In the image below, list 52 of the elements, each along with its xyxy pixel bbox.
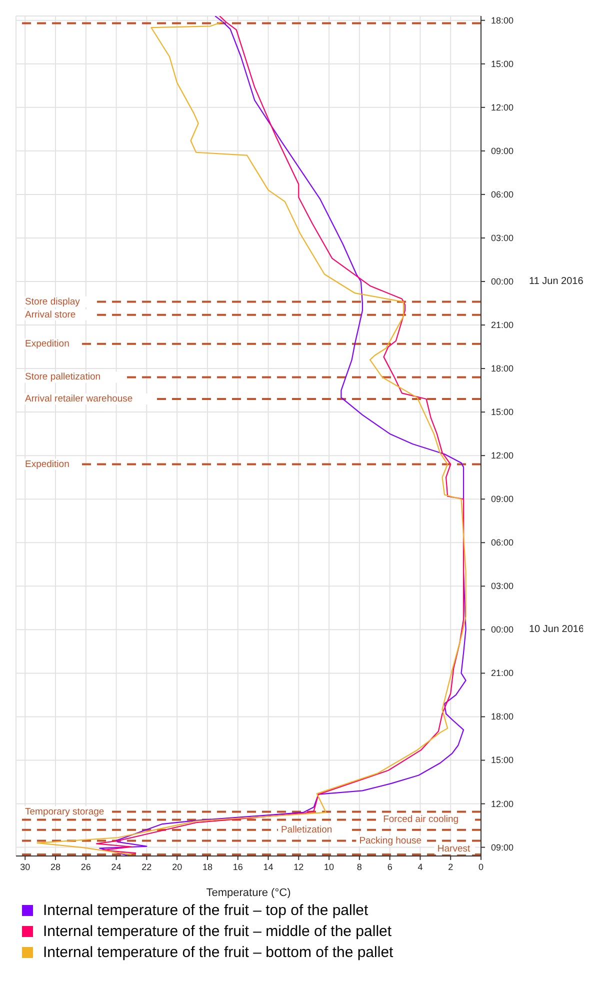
ref-line-label: Harvest bbox=[437, 844, 471, 854]
ref-line-label: Store palletization bbox=[25, 372, 101, 383]
ref-line-label: Expedition bbox=[25, 458, 70, 470]
x-tick-label: 14 bbox=[263, 862, 274, 872]
y-tick-label: 15:00 bbox=[491, 407, 514, 418]
ref-line-label: Temporary storage bbox=[25, 806, 104, 818]
y-tick-label: 00:00 bbox=[491, 276, 514, 286]
x-tick-label: 4 bbox=[418, 862, 423, 872]
x-tick-label: 12 bbox=[294, 862, 304, 872]
ref-line-label: Arrival store bbox=[25, 309, 76, 320]
y-tick-label: 12:00 bbox=[491, 450, 514, 461]
y-tick-label: 06:00 bbox=[491, 189, 514, 200]
x-tick-label: 0 bbox=[478, 862, 484, 872]
ref-line-label: Expedition bbox=[25, 338, 70, 350]
ref-line-label: Packing house bbox=[359, 835, 422, 846]
y-tick-label: 06:00 bbox=[491, 538, 514, 548]
y-tick-label: 09:00 bbox=[491, 494, 514, 504]
y-tick-label: 21:00 bbox=[491, 320, 514, 330]
y-tick-label: 18:00 bbox=[491, 15, 514, 26]
y-tick-label: 03:00 bbox=[491, 581, 514, 592]
x-tick-label: 28 bbox=[50, 862, 61, 872]
y-tick-label: 18:00 bbox=[491, 712, 514, 722]
y-tick-label: 09:00 bbox=[491, 146, 514, 156]
y-tick-label: 15:00 bbox=[491, 755, 514, 766]
ref-line-label: Store display bbox=[25, 296, 80, 308]
y2-tick-label: 11 Jun 2016 bbox=[529, 276, 584, 287]
legend-label: Internal temperature of the fruit – middle of the pallet bbox=[43, 923, 392, 940]
ref-line-label: Forced air cooling bbox=[383, 814, 459, 826]
x-tick-label: 18 bbox=[202, 862, 212, 872]
y-tick-label: 12:00 bbox=[491, 102, 514, 112]
ref-line-label: Palletization bbox=[280, 824, 332, 836]
y-tick-label: 00:00 bbox=[491, 624, 514, 635]
x-tick-label: 10 bbox=[324, 862, 334, 872]
y-tick-label: 15:00 bbox=[491, 58, 514, 69]
y-tick-label: 09:00 bbox=[491, 842, 514, 852]
y-tick-label: 12:00 bbox=[491, 798, 514, 809]
x-axis-title: Temperature (°C) bbox=[206, 887, 291, 899]
x-tick-label: 22 bbox=[142, 862, 152, 872]
x-tick-label: 30 bbox=[20, 862, 30, 872]
y-tick-label: 18:00 bbox=[491, 364, 514, 374]
x-tick-label: 20 bbox=[172, 862, 182, 872]
ref-line-label: Arrival retailer warehouse bbox=[25, 394, 133, 405]
x-tick-label: 16 bbox=[232, 862, 243, 872]
x-tick-label: 8 bbox=[356, 862, 362, 872]
x-tick-label: 24 bbox=[111, 862, 122, 872]
y-tick-label: 03:00 bbox=[491, 232, 514, 243]
x-tick-label: 6 bbox=[387, 862, 392, 872]
x-tick-label: 26 bbox=[80, 862, 91, 872]
legend-label: Internal temperature of the fruit – top of the pallet bbox=[43, 902, 368, 919]
legend-label: Internal temperature of the fruit – bottom of the pallet bbox=[43, 944, 394, 961]
x-tick-label: 2 bbox=[448, 862, 454, 872]
y-tick-label: 21:00 bbox=[491, 668, 514, 678]
